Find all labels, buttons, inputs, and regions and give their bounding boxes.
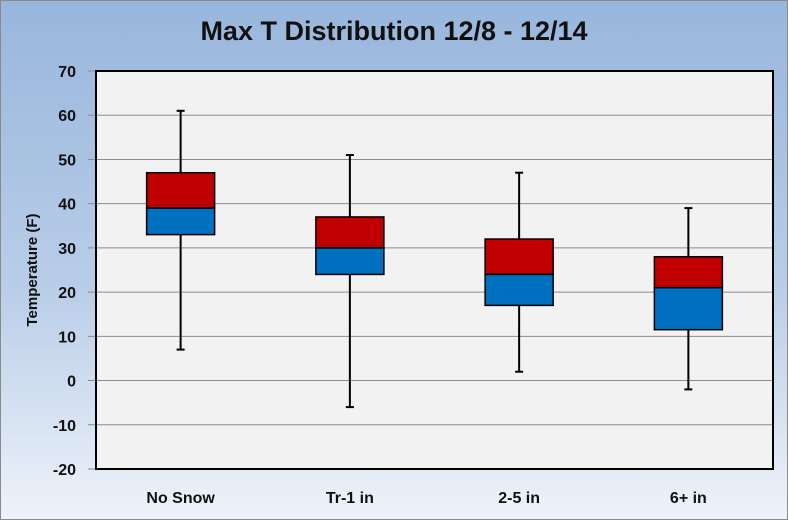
- box-upper-quartile: [653, 255, 724, 289]
- y-tick-label: -20: [53, 462, 76, 479]
- x-category-label: Tr-1 in: [326, 490, 374, 507]
- y-tick-label: -10: [53, 418, 76, 435]
- box-lower-quartile: [315, 247, 385, 276]
- y-tick-label: 50: [58, 152, 76, 169]
- x-category-label: No Snow: [146, 490, 215, 507]
- plot-border: [95, 70, 774, 470]
- x-category-label: 2-5 in: [498, 490, 540, 507]
- box-upper-quartile: [145, 171, 216, 209]
- box-upper-quartile: [484, 238, 554, 276]
- y-tick-label: 10: [58, 329, 76, 346]
- plot-area: -20 -10 0 10 20 30 40 50 60 70 No Snow Tr-1 in 2-5 i…: [53, 64, 774, 507]
- y-tick-label: 70: [58, 64, 76, 81]
- box-lower-quartile: [145, 207, 216, 236]
- box-lower-quartile: [484, 273, 554, 307]
- y-axis-label: Temperature (F): [24, 213, 41, 326]
- box-upper-quartile: [315, 216, 385, 249]
- y-tick-label: 30: [58, 241, 76, 258]
- y-tick-label: 0: [67, 374, 76, 391]
- box-lower-quartile: [653, 286, 724, 331]
- y-tick-label: 60: [58, 108, 76, 125]
- chart-title: Max T Distribution 12/8 - 12/14: [200, 16, 587, 46]
- y-tick-label: 20: [58, 285, 76, 302]
- y-tick-label: 40: [58, 197, 76, 214]
- x-category-label: 6+ in: [670, 490, 707, 507]
